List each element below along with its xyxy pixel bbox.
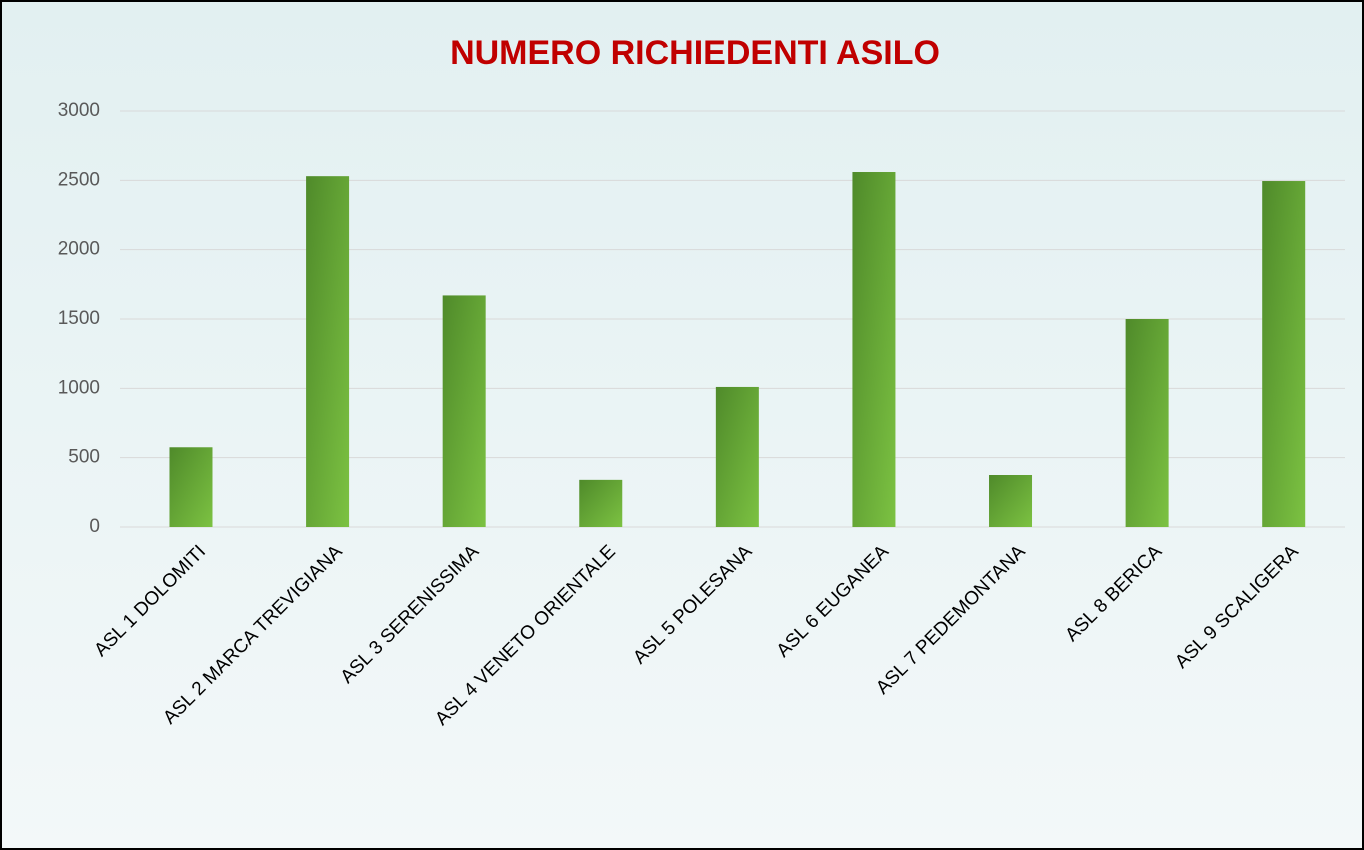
y-tick-label: 3000 [58, 100, 100, 121]
y-tick-label: 1500 [58, 308, 100, 329]
y-tick-label: 2000 [58, 239, 100, 260]
bar [989, 475, 1033, 527]
chart-title: NUMERO RICHIEDENTI ASILO [450, 34, 940, 72]
bar [1262, 181, 1306, 527]
bar [169, 447, 213, 527]
y-tick-label: 1000 [58, 377, 100, 398]
y-tick-label: 2500 [58, 169, 100, 190]
bar [579, 479, 623, 527]
bar [442, 295, 486, 527]
bar [715, 386, 759, 527]
bar [306, 176, 350, 527]
y-tick-label: 500 [68, 447, 100, 468]
bar [1125, 319, 1169, 527]
bar [852, 172, 896, 527]
y-tick-label: 0 [89, 516, 100, 537]
